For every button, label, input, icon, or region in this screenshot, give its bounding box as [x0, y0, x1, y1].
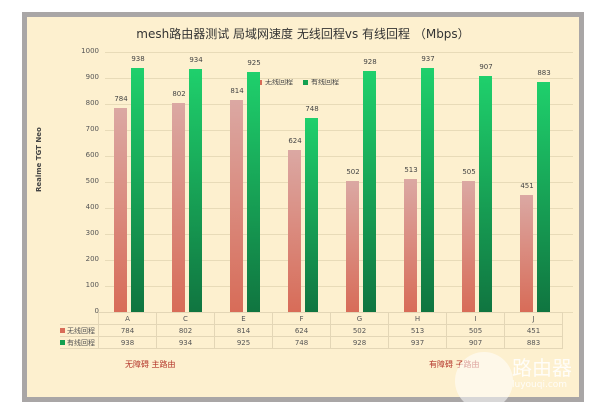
bar-wireless [288, 149, 301, 312]
category-label: F [272, 312, 331, 325]
table-cell: 748 [272, 336, 331, 349]
bar-wired [305, 117, 318, 312]
chart-frame: mesh路由器测试 局域网速度 无线回程vs 有线回程 （Mbps） Realm… [22, 12, 584, 402]
bar-wireless [520, 194, 533, 312]
legend-swatch-green [303, 79, 308, 85]
gridline [105, 156, 573, 157]
y-tick-label: 200 [85, 255, 99, 263]
bar-wireless [404, 178, 417, 312]
bar-wired [479, 76, 492, 312]
y-tick-label: 500 [85, 177, 99, 185]
bar-wired [189, 69, 202, 312]
legend-item-wired: 有线回程 [303, 77, 339, 87]
data-label: 928 [363, 57, 377, 66]
table-cell: 928 [330, 336, 389, 349]
table-cell: 925 [214, 336, 273, 349]
table-cell: 451 [504, 324, 563, 337]
data-label: 883 [537, 69, 551, 78]
category-label: G [330, 312, 389, 325]
chart-title: mesh路由器测试 局域网速度 无线回程vs 有线回程 （Mbps） [136, 27, 470, 41]
table-cell: 802 [156, 324, 215, 337]
data-label: 513 [404, 165, 418, 174]
data-label: 505 [462, 167, 476, 176]
category-label: H [388, 312, 447, 325]
y-tick-label: 0 [94, 307, 99, 315]
gridline [105, 234, 573, 235]
table-cell: 937 [388, 336, 447, 349]
y-tick-label: 400 [85, 203, 99, 211]
table-cell: 784 [98, 324, 157, 337]
watermark-url: luyouqi.com [512, 380, 568, 390]
category-label: C [156, 312, 215, 325]
data-label: 934 [189, 56, 203, 65]
y-tick-label: 1000 [81, 47, 99, 55]
watermark-logo-icon [455, 352, 513, 410]
row-swatch-green [60, 340, 65, 345]
data-label: 802 [172, 90, 186, 99]
annotation-main-router: 无障碍 主路由 [125, 360, 176, 369]
data-label: 814 [230, 87, 244, 96]
bar-wired [363, 70, 376, 312]
bar-wired [421, 68, 434, 312]
y-axis-label: Realme TGT Neo [35, 127, 43, 192]
y-tick-label: 100 [85, 281, 99, 289]
gridline [105, 52, 573, 53]
bar-wireless [462, 180, 475, 312]
gridline [105, 78, 573, 79]
annotation-sub-router: 有障碍 子路由 [429, 360, 480, 369]
y-tick-label: 700 [85, 125, 99, 133]
data-label: 937 [421, 55, 435, 64]
bar-wireless [230, 100, 243, 312]
table-cell: 938 [98, 336, 157, 349]
category-label: E [214, 312, 273, 325]
table-cell: 505 [446, 324, 505, 337]
table-cell: 814 [214, 324, 273, 337]
bar-wired [537, 82, 550, 312]
data-label: 502 [346, 168, 360, 177]
table-cell: 934 [156, 336, 215, 349]
data-label: 907 [479, 63, 493, 72]
data-label: 624 [288, 136, 302, 145]
bar-wireless [346, 181, 359, 312]
data-label: 451 [520, 181, 534, 190]
gridline [105, 182, 573, 183]
category-label: J [504, 312, 563, 325]
row-swatch-red [60, 328, 65, 333]
bar-wired [131, 68, 144, 312]
data-label: 748 [305, 104, 319, 113]
category-label: A [98, 312, 157, 325]
table-cell: 513 [388, 324, 447, 337]
gridline [105, 208, 573, 209]
gridline [105, 286, 573, 287]
y-tick-label: 600 [85, 151, 99, 159]
gridline [105, 260, 573, 261]
data-label: 938 [131, 55, 145, 64]
gridline [105, 130, 573, 131]
gridline [105, 104, 573, 105]
table-cell: 502 [330, 324, 389, 337]
bar-wireless [114, 108, 127, 312]
category-label: I [446, 312, 505, 325]
bar-wireless [172, 103, 185, 312]
watermark-text: 路由器 [512, 356, 572, 380]
table-cell: 907 [446, 336, 505, 349]
table-cell: 883 [504, 336, 563, 349]
y-tick-label: 900 [85, 73, 99, 81]
y-tick-label: 300 [85, 229, 99, 237]
y-tick-label: 800 [85, 99, 99, 107]
table-cell: 624 [272, 324, 331, 337]
data-label: 784 [114, 95, 128, 104]
data-label: 925 [247, 58, 261, 67]
bar-wired [247, 71, 260, 312]
